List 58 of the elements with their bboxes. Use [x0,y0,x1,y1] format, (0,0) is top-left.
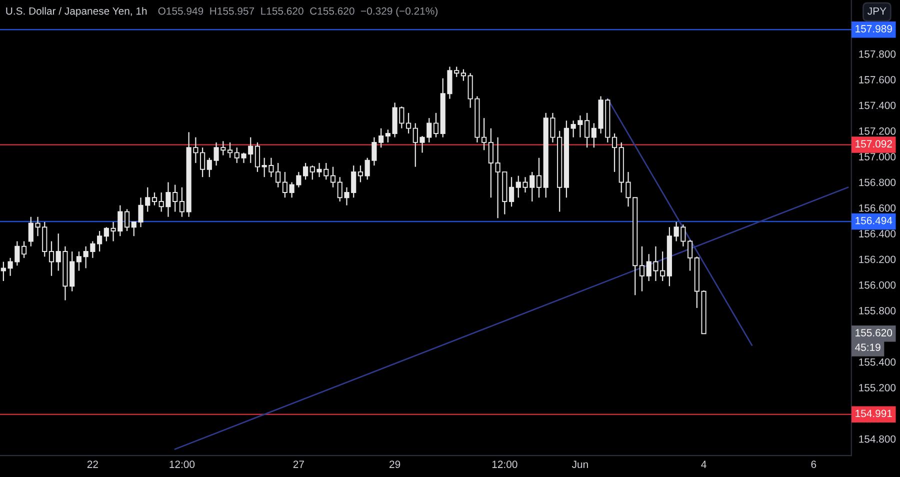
text: 45:19 [855,344,880,352]
candlestick [378,128,384,148]
candlestick [508,176,514,208]
text: O155.949 H155.957 L155.620 C155.620 −0.329 (−0.21%) [158,7,438,17]
y-tick-label: 157.200 [859,127,896,135]
candlestick [254,142,260,173]
y-tick-label: 154.800 [859,435,896,443]
x-tick-label: 12:00 [170,460,195,468]
candlestick [639,246,645,292]
x-tick-label: 27 [293,460,304,468]
y-tick-label: 156.400 [859,230,896,238]
y-tick-label: 155.800 [859,307,896,314]
y-tick-label: 157.600 [859,76,896,84]
candlestick [303,162,308,180]
x-tick-label: 12:00 [492,460,518,468]
text: U.S. Dollar / Japanese Yen, 1h [6,7,147,17]
y-tick-label: 156.800 [859,178,896,186]
candlestick [124,208,130,232]
text: JPY [868,7,886,15]
candlestick [612,132,618,173]
candlestick [385,129,390,143]
candlestick [227,142,233,158]
candlestick [21,240,27,258]
candlestick [536,157,542,198]
y-tick-label: 156.200 [859,256,896,264]
text: 155.620 [856,329,892,336]
ref-line-label: 156.494 [856,216,892,224]
y-tick-label: 155.200 [859,384,896,392]
candlestick [688,239,693,272]
y-tick-label: 157.400 [859,102,896,110]
candlestick [0,261,6,282]
y-tick-label: 156.600 [859,204,896,212]
x-tick-label: 4 [701,460,706,468]
candlestick [200,147,206,178]
candlestick [358,164,364,183]
candlestick [179,186,184,218]
x-tick-label: 22 [87,460,98,468]
y-tick-label: 157.000 [859,153,896,160]
candlestick [282,171,288,198]
candlestick [460,68,466,82]
candlestick [152,192,158,206]
ref-line-label: 154.991 [856,410,892,418]
candlestick [482,118,487,151]
candlestick [406,112,412,134]
candlestick [433,112,439,138]
y-tick-label: 156.000 [859,281,896,289]
ref-line-label: 157.989 [856,25,892,32]
candlestick [330,166,336,188]
ref-line-label: 157.092 [856,140,892,148]
candlestick [584,112,590,148]
y-tick-label: 155.400 [859,358,896,366]
x-tick-label: Jun [572,460,588,468]
x-tick-label: 29 [390,460,400,468]
candlestick [48,240,54,276]
y-tick-label: 157.800 [859,50,896,58]
candlestick [97,230,102,252]
candlestick [76,250,82,272]
x-tick-label: 6 [811,460,816,468]
